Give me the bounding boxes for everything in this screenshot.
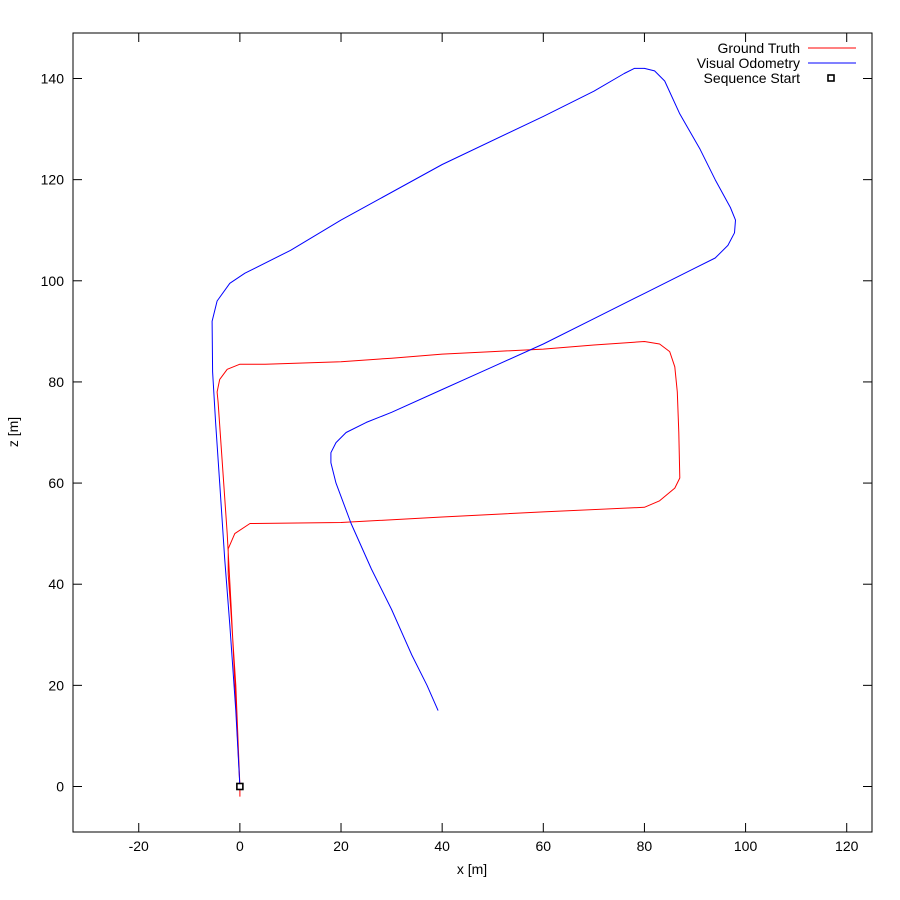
x-tick-label: 120	[835, 838, 859, 854]
x-tick-label: 100	[734, 838, 758, 854]
plot-frame	[72, 32, 873, 833]
y-tick-label: 100	[41, 273, 65, 289]
sequence-start-marker	[236, 782, 244, 791]
marker-layer	[236, 782, 244, 791]
y-axis-label: z [m]	[5, 417, 21, 447]
x-tick-label: 60	[536, 838, 552, 854]
x-tick-label: 40	[434, 838, 450, 854]
y-tick-label: 20	[48, 677, 64, 693]
x-tick-label: 20	[333, 838, 349, 854]
y-tick-label: 140	[41, 71, 65, 87]
y-tick-label: 0	[56, 778, 64, 794]
series-line-visual-odometry	[211, 67, 736, 787]
x-tick-label: 0	[236, 838, 244, 854]
series-layer	[211, 67, 736, 797]
x-tick-label: -20	[129, 838, 149, 854]
legend-label: Sequence Start	[703, 70, 800, 86]
y-tick-label: 80	[48, 374, 64, 390]
x-tick-label: 80	[637, 838, 653, 854]
legend-label: Ground Truth	[718, 40, 801, 56]
legend-swatch-square	[827, 74, 835, 82]
tick-group: -20 0 20 40 60 80 100 120 0 20 40 60 80 100 120 140	[41, 33, 872, 854]
x-axis-label: x [m]	[457, 861, 487, 877]
legend-label: Visual Odometry	[697, 55, 800, 71]
y-tick-label: 40	[48, 576, 64, 592]
y-tick-label: 60	[48, 475, 64, 491]
series-line-ground-truth	[216, 341, 681, 797]
y-tick-label: 120	[41, 172, 65, 188]
